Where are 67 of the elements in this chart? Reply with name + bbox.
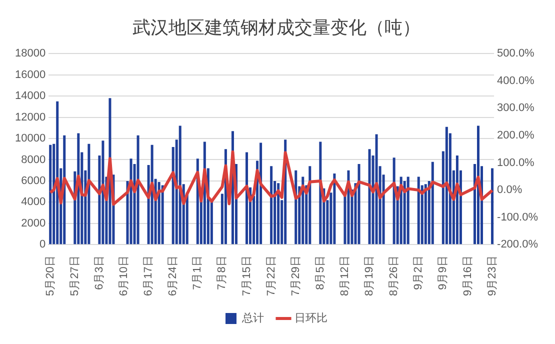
bar	[270, 166, 273, 244]
bar	[246, 152, 248, 244]
x-tick-label: 8月5日	[314, 256, 326, 290]
x-tick-label: 9月23日	[486, 256, 498, 296]
y-tick-label: 4000	[21, 196, 46, 208]
legend-label: 日环比	[294, 312, 328, 325]
bar	[56, 101, 59, 244]
y2-tick-label: -100.0%	[497, 211, 538, 224]
x-tick-label: 5月27日	[68, 256, 81, 296]
x-tick-label: 7月29日	[290, 256, 302, 296]
x-tick-label: 9月16日	[462, 256, 474, 296]
bar	[277, 183, 280, 244]
x-tick-label: 6月17日	[142, 256, 155, 296]
y-tick-label: 6000	[21, 174, 46, 187]
y-tick-label: 18000	[14, 48, 46, 60]
y2-tick-label: 200.0%	[497, 130, 535, 142]
bar	[178, 126, 182, 244]
chart-title: 武汉地区建筑钢材成交量变化（吨）	[132, 18, 420, 38]
x-tick-label: 8月19日	[364, 256, 376, 296]
x-tick-label: 9月9日	[437, 256, 450, 290]
bar	[431, 162, 434, 244]
y-tick-label: 14000	[14, 90, 46, 102]
bar	[491, 168, 494, 244]
x-tick-label: 7月8日	[216, 256, 228, 290]
y2-tick-label: 400.0%	[497, 74, 535, 87]
legend-label: 总计	[241, 312, 264, 325]
y-tick-label: 12000	[14, 111, 46, 124]
bar	[417, 176, 420, 244]
bar	[260, 142, 262, 244]
y-tick-label: 0	[39, 238, 46, 251]
bar	[358, 164, 360, 244]
y-tick-label: 2000	[21, 217, 46, 230]
bar	[88, 144, 90, 244]
bar	[102, 140, 104, 244]
bar	[403, 180, 406, 244]
bar	[302, 176, 304, 244]
bar	[406, 176, 410, 244]
x-tick-label: 9月2日	[412, 256, 425, 290]
bar	[49, 144, 52, 244]
y2-tick-label: -200.0%	[497, 238, 538, 251]
y2-tick-label: 300.0%	[497, 102, 535, 114]
x-tick-label: 8月26日	[388, 256, 400, 296]
bar	[130, 158, 132, 244]
x-tick-label: 6月24日	[167, 256, 180, 296]
bar	[161, 185, 164, 244]
x-tick-label: 6月10日	[118, 256, 130, 296]
bar	[136, 135, 140, 244]
x-tick-label: 7月1日	[192, 256, 204, 290]
bar	[158, 182, 160, 244]
y-tick-label: 10000	[14, 132, 46, 145]
y-tick-label: 16000	[14, 68, 46, 81]
x-tick-label: 5月20日	[44, 256, 56, 296]
x-tick-label: 7月15日	[240, 256, 253, 296]
y2-tick-label: 100.0%	[497, 156, 535, 169]
bar	[319, 142, 322, 244]
y-tick-label: 8000	[21, 154, 46, 166]
y2-tick-label: 0.0%	[497, 184, 522, 196]
bar	[445, 126, 448, 244]
bar	[424, 184, 427, 244]
x-tick-label: 7月22日	[265, 256, 278, 296]
bar	[368, 149, 371, 244]
bar	[375, 134, 378, 244]
x-tick-label: 8月12日	[338, 256, 351, 296]
x-tick-label: 6月3日	[93, 256, 106, 290]
bar	[333, 174, 336, 244]
y2-tick-label: 500.0%	[497, 48, 535, 60]
bar	[308, 166, 312, 244]
